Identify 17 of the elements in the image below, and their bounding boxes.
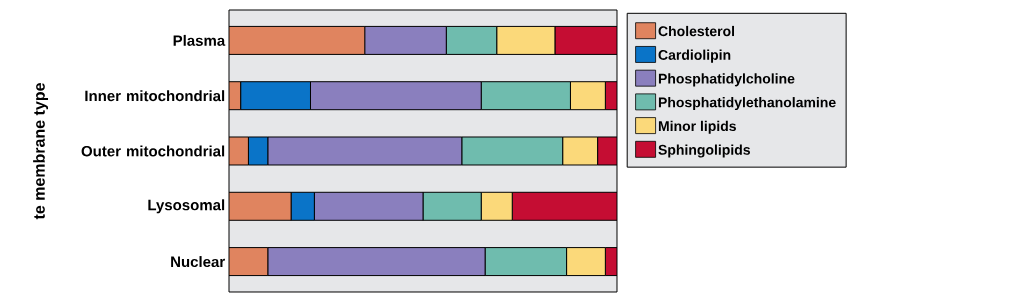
y-tick-label: Inner mitochondrial <box>85 90 225 102</box>
legend-label: Minor lipids <box>658 120 736 134</box>
legend-label: Cholesterol <box>658 25 735 37</box>
legend-label: Phosphatidylethanolamine <box>658 97 836 111</box>
bar <box>229 191 292 221</box>
bar <box>511 191 617 221</box>
legend-label: Sphingolipids <box>658 144 750 158</box>
y-axis-title: te membrane type <box>33 83 49 220</box>
y-tick-label: Outer mitochondrial <box>81 145 225 157</box>
legend-label: Phosphatidylcholine <box>658 73 795 87</box>
y-tick-label: Plasma <box>173 34 226 46</box>
y-tick-label: Lysosomal <box>148 199 225 214</box>
bar <box>229 247 269 277</box>
legend-label: Cardiolipin <box>658 49 731 63</box>
y-tick-label: Nuclear <box>171 256 225 268</box>
bar <box>554 25 617 55</box>
bar <box>229 25 366 55</box>
